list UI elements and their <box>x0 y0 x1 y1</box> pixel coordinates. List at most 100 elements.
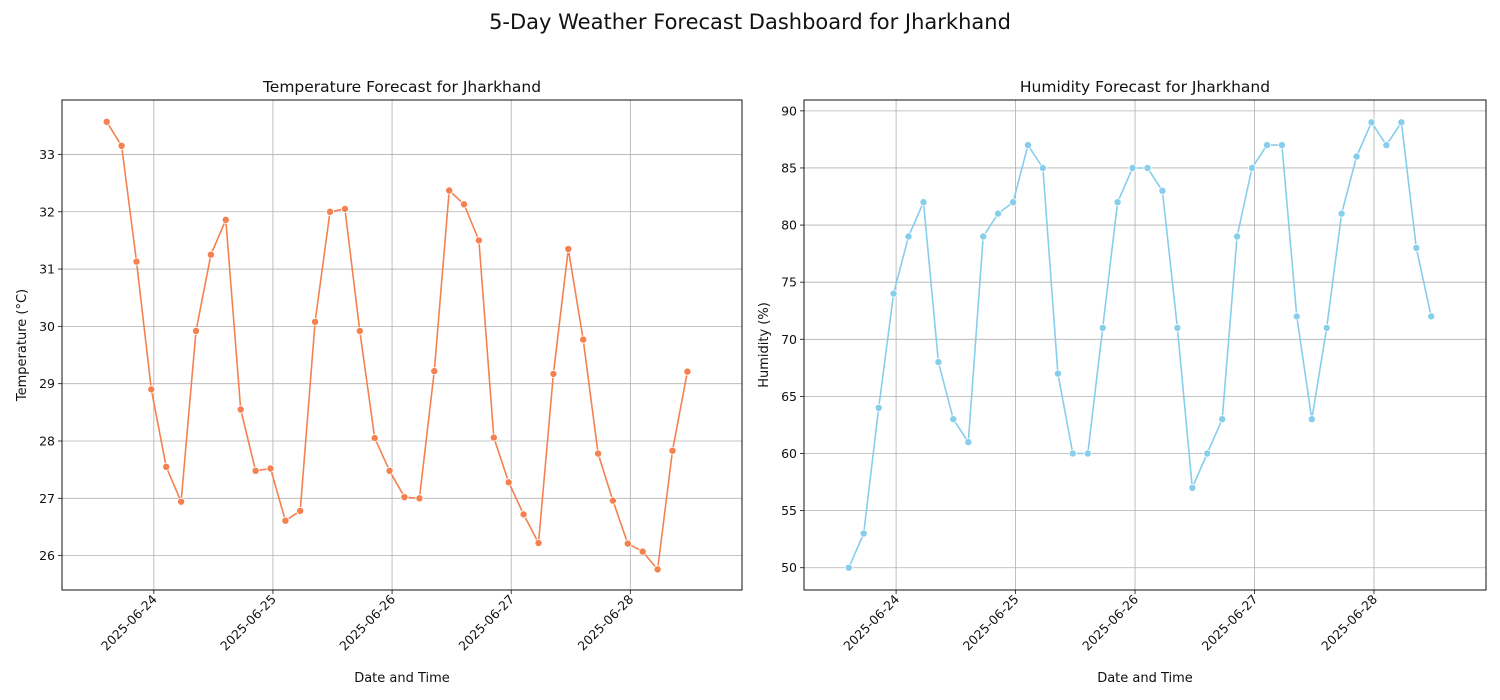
y-tick-label: 32 <box>39 204 55 219</box>
data-point <box>564 244 573 253</box>
data-point <box>1158 186 1167 195</box>
axes-frame <box>803 99 1487 591</box>
data-point <box>1233 232 1242 241</box>
y-tick-label: 80 <box>781 218 797 233</box>
y-tick-label: 31 <box>39 262 55 277</box>
x-axis-label: Date and Time <box>354 671 450 686</box>
x-tick-label: 2025-06-26 <box>336 591 398 653</box>
data-point <box>251 466 260 475</box>
data-point <box>1083 449 1092 458</box>
data-point <box>1068 449 1077 458</box>
data-point <box>1382 141 1391 150</box>
y-tick-label: 85 <box>781 160 797 175</box>
y-tick-label: 33 <box>39 147 55 162</box>
data-point <box>102 117 111 126</box>
y-tick-label: 75 <box>781 275 797 290</box>
data-point <box>1292 312 1301 321</box>
data-point <box>1263 141 1272 150</box>
data-point <box>1367 118 1376 127</box>
data-point <box>844 563 853 572</box>
y-tick-label: 55 <box>781 503 797 518</box>
data-point <box>889 289 898 298</box>
data-point <box>994 209 1003 218</box>
data-point <box>266 464 275 473</box>
data-point <box>1307 415 1316 424</box>
x-tick-label: 2025-06-25 <box>217 592 279 654</box>
data-point <box>519 510 528 519</box>
y-tick-label: 70 <box>781 332 797 347</box>
data-point <box>1128 163 1137 172</box>
data-point <box>445 186 454 195</box>
data-point <box>949 415 958 424</box>
data-point <box>1038 163 1047 172</box>
data-point <box>1322 323 1331 332</box>
data-point <box>117 141 126 150</box>
data-point <box>311 317 320 326</box>
data-point <box>623 539 632 548</box>
data-point <box>385 466 394 475</box>
series-line <box>848 121 1432 569</box>
x-tick-label: 2025-06-28 <box>574 591 636 653</box>
data-point <box>340 204 349 213</box>
y-tick-label: 27 <box>39 491 55 506</box>
data-point <box>668 446 677 455</box>
x-tick-label: 2025-06-26 <box>1079 591 1141 653</box>
data-point <box>221 215 230 224</box>
data-point <box>1203 449 1212 458</box>
data-point <box>430 367 439 376</box>
data-point <box>1277 141 1286 150</box>
x-tick-label: 2025-06-27 <box>1199 592 1261 654</box>
data-point <box>979 232 988 241</box>
data-point <box>964 438 973 447</box>
data-point <box>934 358 943 367</box>
y-tick-label: 50 <box>781 560 797 575</box>
y-tick-label: 65 <box>781 389 797 404</box>
y-tick-label: 29 <box>39 376 55 391</box>
y-tick-label: 30 <box>39 319 55 334</box>
data-point <box>206 250 215 259</box>
y-tick-label: 26 <box>39 548 55 563</box>
x-tick-label: 2025-06-24 <box>98 591 160 653</box>
x-tick-label: 2025-06-25 <box>960 592 1022 654</box>
data-point <box>608 496 617 505</box>
data-point <box>874 403 883 412</box>
data-point <box>534 539 543 548</box>
data-point <box>1098 323 1107 332</box>
data-point <box>1412 243 1421 252</box>
data-point <box>281 516 290 525</box>
y-axis-label: Temperature (°C) <box>15 289 30 402</box>
data-point <box>1053 369 1062 378</box>
data-point <box>147 385 156 394</box>
data-point <box>904 232 913 241</box>
data-point <box>1427 312 1436 321</box>
data-point <box>653 565 662 574</box>
x-tick-label: 2025-06-28 <box>1318 591 1380 653</box>
temperature-chart: 26 27 28 29 30 31 32 33 2025-06-24 2025-06-25 2025… <box>15 78 743 686</box>
figure-title: 5-Day Weather Forecast Dashboard for Jha… <box>489 10 1011 34</box>
data-point <box>504 478 513 487</box>
chart-title: Temperature Forecast for Jharkhand <box>262 78 541 96</box>
x-tick-label: 2025-06-24 <box>840 591 902 653</box>
data-point <box>594 449 603 458</box>
data-point <box>579 335 588 344</box>
data-point <box>296 506 305 515</box>
data-point <box>177 497 186 506</box>
data-point <box>415 494 424 503</box>
data-point <box>162 462 171 471</box>
data-point <box>683 367 692 376</box>
data-point <box>400 493 409 502</box>
data-point <box>474 236 483 245</box>
data-point <box>1188 483 1197 492</box>
y-axis-label: Humidity (%) <box>757 302 772 388</box>
data-point <box>191 326 200 335</box>
data-point <box>1024 141 1033 150</box>
data-point <box>489 433 498 442</box>
data-point <box>355 326 364 335</box>
data-point <box>1248 163 1257 172</box>
data-point <box>1337 209 1346 218</box>
y-tick-label: 90 <box>781 103 797 118</box>
data-point <box>859 529 868 538</box>
chart-title: Humidity Forecast for Jharkhand <box>1020 78 1270 96</box>
data-point <box>1352 152 1361 161</box>
